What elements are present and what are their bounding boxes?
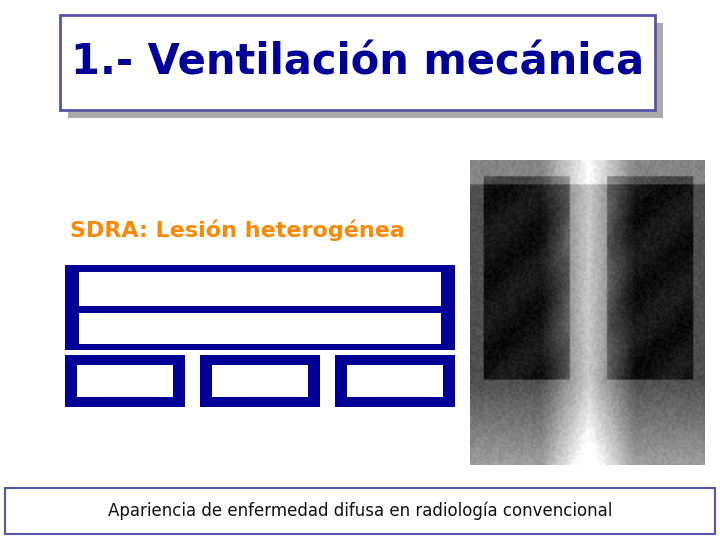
Bar: [347, 365, 443, 397]
Bar: [79, 313, 441, 344]
Text: SDRA: Lesión heterogénea: SDRA: Lesión heterogénea: [70, 219, 405, 241]
Bar: [65, 355, 185, 407]
Bar: [79, 272, 441, 306]
Bar: [212, 365, 308, 397]
Bar: [68, 23, 663, 118]
Bar: [335, 355, 455, 407]
Bar: [5, 488, 715, 534]
Bar: [60, 15, 655, 110]
Bar: [65, 265, 455, 350]
Text: 1.- Ventilación mecánica: 1.- Ventilación mecánica: [71, 42, 644, 84]
Text: Apariencia de enfermedad difusa en radiología convencional: Apariencia de enfermedad difusa en radio…: [108, 502, 612, 520]
Bar: [200, 355, 320, 407]
Bar: [77, 365, 173, 397]
